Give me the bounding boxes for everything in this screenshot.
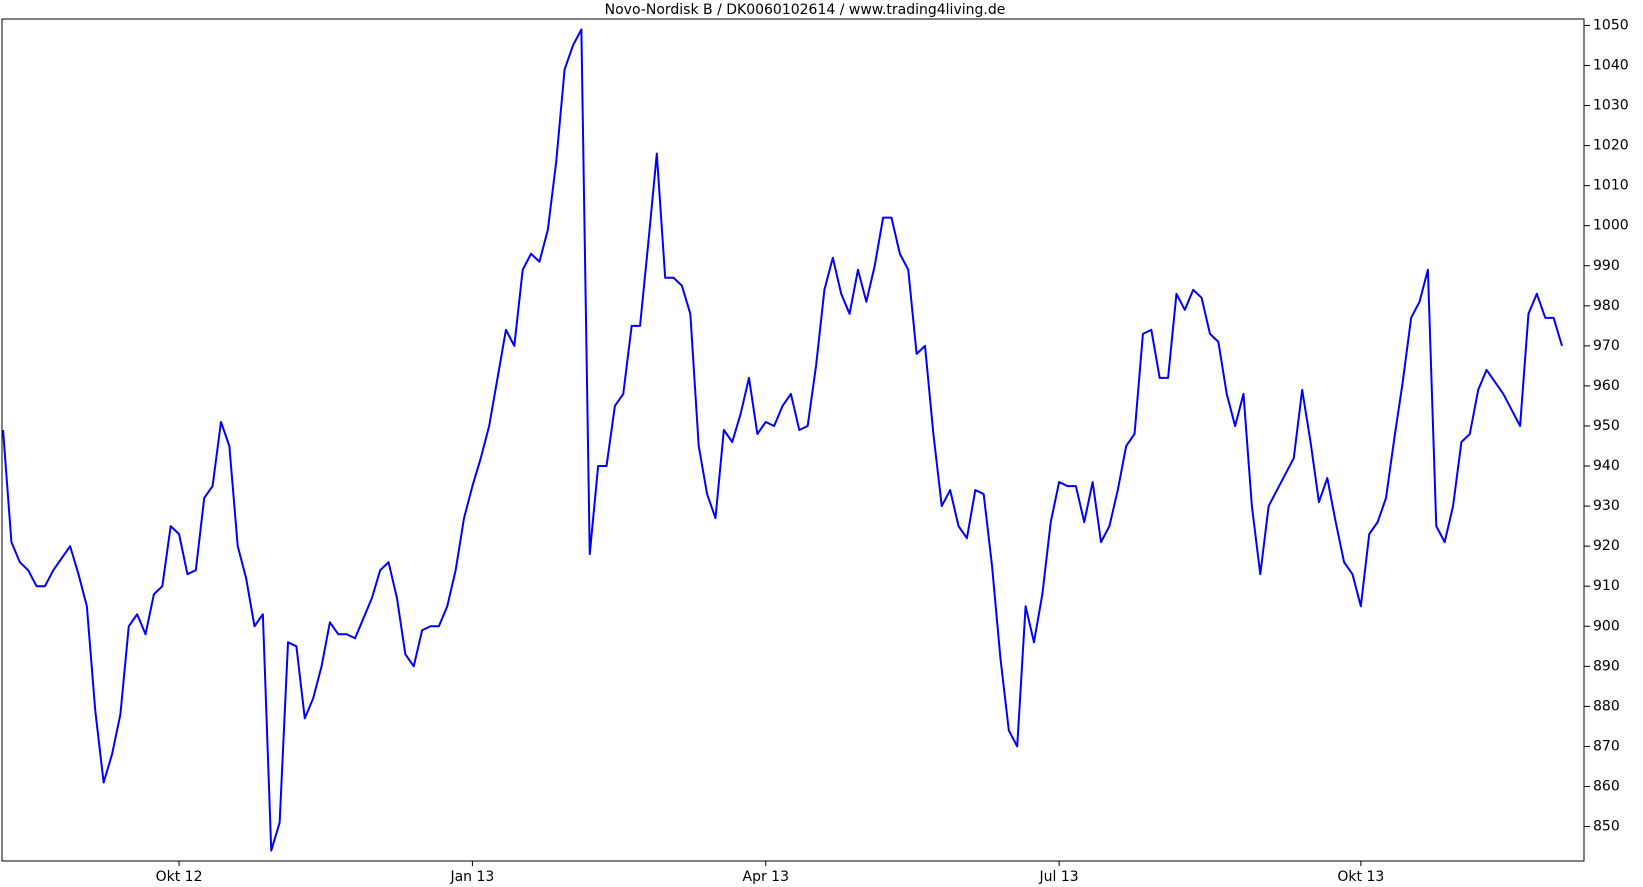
y-tick-label: 860	[1593, 778, 1620, 794]
y-tick-label: 1050	[1593, 17, 1629, 33]
y-tick-label: 920	[1593, 538, 1620, 554]
plot-frame	[1, 18, 1585, 862]
y-tick-label: 890	[1593, 658, 1620, 674]
y-tick-label: 1010	[1593, 178, 1629, 194]
y-tick-label: 990	[1593, 258, 1620, 274]
x-tick-label: Jul 13	[1039, 869, 1079, 885]
y-tick-label: 1020	[1593, 138, 1629, 154]
y-tick-label: 850	[1593, 819, 1620, 835]
y-tick-label: 980	[1593, 298, 1620, 314]
y-tick-label: 1030	[1593, 98, 1629, 114]
x-tick-label: Okt 12	[156, 869, 203, 885]
price-line	[2, 28, 1563, 852]
y-tick-label: 880	[1593, 698, 1620, 714]
y-tick-label: 960	[1593, 378, 1620, 394]
x-tick-label: Jan 13	[449, 869, 494, 885]
y-tick-label: 910	[1593, 578, 1620, 594]
y-tick-label: 1000	[1593, 218, 1629, 234]
y-tick-label: 1040	[1593, 57, 1629, 73]
x-tick-label: Apr 13	[743, 869, 789, 885]
y-tick-label: 970	[1593, 338, 1620, 354]
y-tick-label: 940	[1593, 458, 1620, 474]
y-tick-label: 930	[1593, 498, 1620, 514]
y-tick-label: 900	[1593, 618, 1620, 634]
chart-title: Novo-Nordisk B / DK0060102614 / www.trad…	[605, 2, 1006, 18]
x-tick-label: Okt 13	[1337, 869, 1384, 885]
y-tick-label: 870	[1593, 738, 1620, 754]
y-tick-label: 950	[1593, 418, 1620, 434]
